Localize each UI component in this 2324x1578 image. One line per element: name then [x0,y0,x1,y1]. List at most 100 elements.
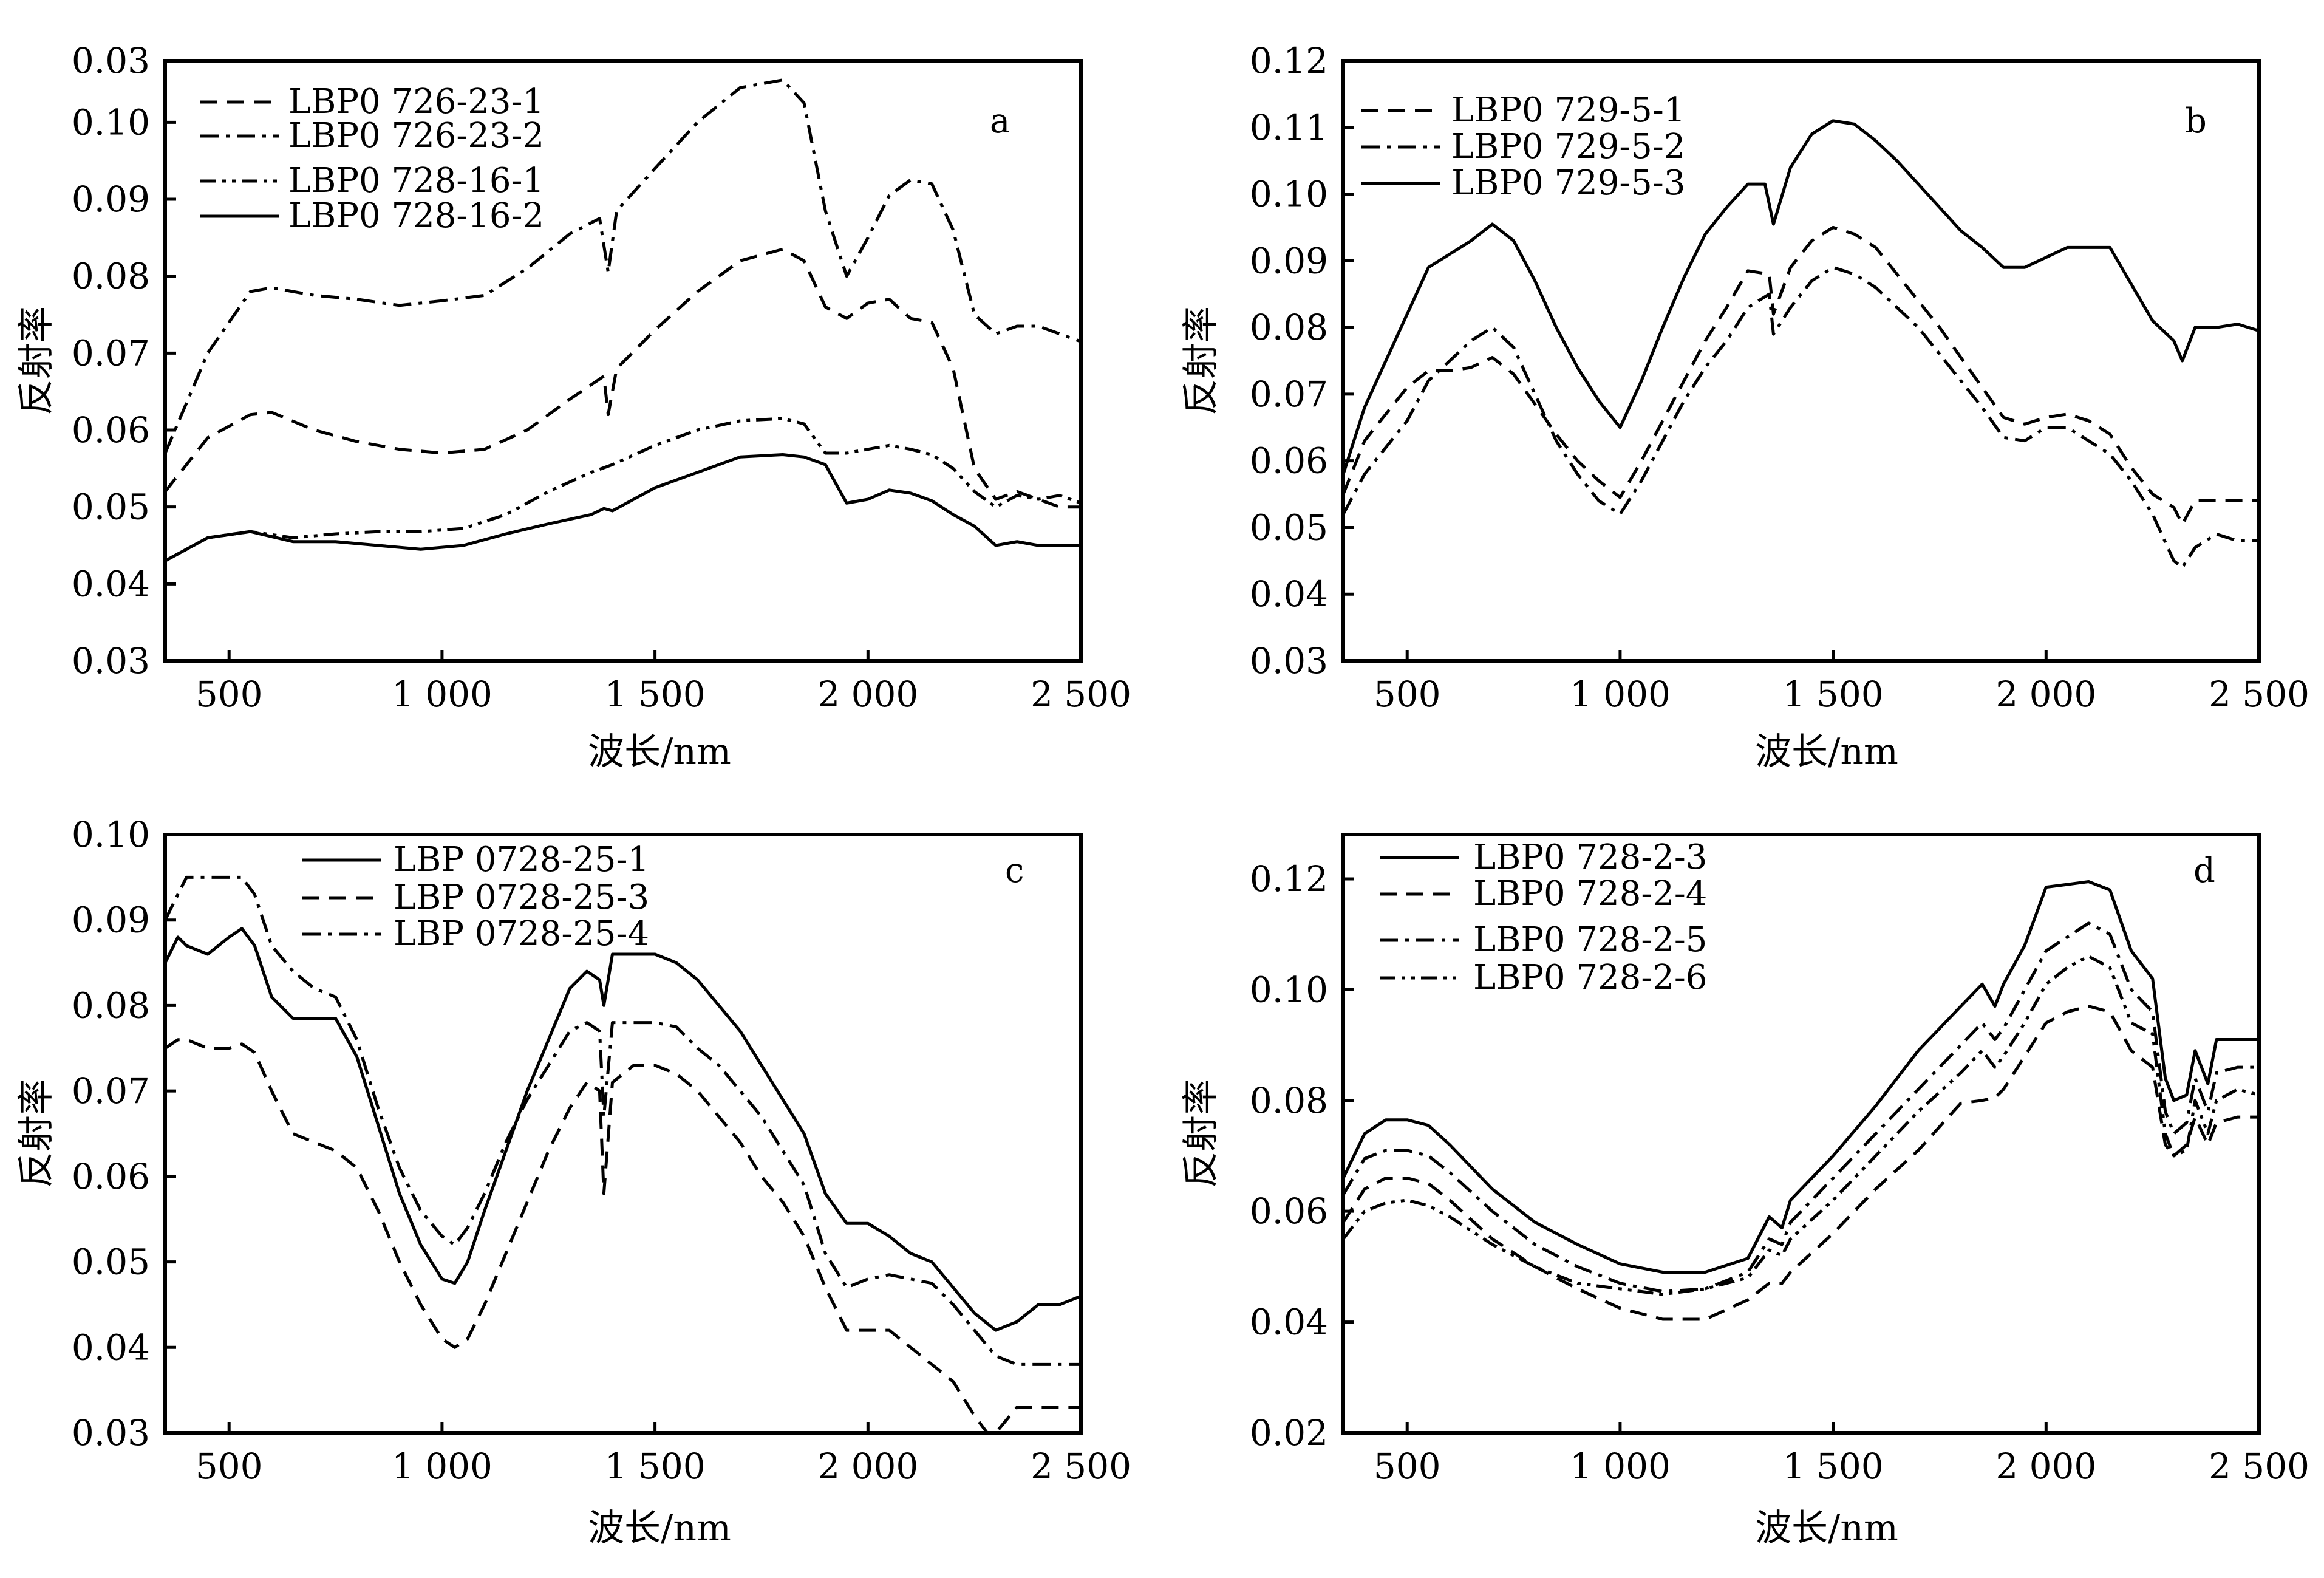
legend-label-2: LBP0 728-2-5 [1473,920,1707,960]
legend-label-2: LBP0 728-16-1 [288,161,544,200]
y-tick-label: 0.03 [1250,640,1328,681]
x-tick-label: 1 500 [605,674,706,715]
y-tick-label: 0.05 [72,1242,150,1283]
y-tick-label: 0.12 [1250,858,1328,900]
y-tick-label: 0.12 [1250,40,1328,81]
y-tick-label: 0.08 [72,985,150,1026]
legend-label-2: LBP 0728-25-4 [394,914,649,954]
y-tick-label: 0.04 [72,563,150,604]
series-line-3 [164,453,1081,562]
y-tick-label: 0.07 [72,1070,150,1112]
legend-label-2: LBP0 729-5-3 [1451,163,1685,203]
y-tick-label: 0.10 [72,814,150,855]
y-tick-label: 0.03 [72,640,150,681]
x-tick-label: 1 500 [1783,1446,1884,1487]
y-tick-label: 0.08 [72,256,150,297]
y-axis-title: 反射率 [15,306,58,415]
plot-frame [1341,833,2261,1435]
x-axis-title: 波长/nm [1755,1507,1898,1549]
legend-label-0: LBP 0728-25-1 [394,840,649,880]
y-tick-label: 0.04 [1250,1302,1328,1343]
y-tick-label: 0.10 [1250,174,1328,215]
series-line-0 [1341,880,2259,1274]
y-tick-label: 0.08 [1250,307,1328,348]
y-tick-label: 0.03 [72,1412,150,1453]
panel-letter: b [2185,101,2207,141]
x-tick-label: 2 000 [817,674,918,715]
legend-label-1: LBP 0728-25-3 [394,878,649,917]
plot-frame [1341,59,2261,663]
y-tick-label: 0.10 [1250,969,1328,1010]
y-tick-label: 0.07 [72,332,150,374]
series-line-1 [164,1038,1081,1435]
x-tick-label: 1 000 [1570,674,1671,715]
panel-letter: a [990,101,1010,141]
panel-a: 500 1 000 1 500 2 000 2 500 0.03 0.04 0.05 0.06 0… [15,40,1131,773]
y-tick-label: 0.09 [72,179,150,220]
panel-b: 500 1 000 1 500 2 000 2 500 0.03 0.04 0.05 0.06 0… [1180,40,2309,773]
y-tick-label: 0.06 [72,409,150,451]
panel-c: 500 1 000 1 500 2 000 2 500 0.03 0.04 0.05 0.06 0… [15,814,1131,1549]
x-tick-label: 2 000 [1995,1446,2096,1487]
legend-label-3: LBP0 728-2-6 [1473,958,1707,997]
x-tick-label: 2 000 [1995,674,2096,715]
legend: LBP 0728-25-1 LBP 0728-25-3 LBP 0728-25-… [302,840,649,954]
legend-label-1: LBP0 728-2-4 [1473,874,1707,914]
legend: LBP0 726-23-1 LBP0 726-23-2 LBP0 728-16-… [200,82,544,236]
legend-label-3: LBP0 728-16-2 [288,196,544,236]
y-tick-label: 0.06 [1250,440,1328,482]
y-tick-label: 0.07 [1250,374,1328,415]
series-line-0 [164,247,1081,509]
x-tick-label: 1 500 [1783,674,1884,715]
legend-label-0: LBP0 729-5-1 [1451,91,1685,130]
x-tick-label: 500 [1374,1446,1441,1487]
y-tick-label: 0.10 [72,101,150,143]
plot-frame [163,833,1083,1435]
panel-d: 500 1 000 1 500 2 000 2 500 0.02 0.04 0.06 0.08 0… [1180,833,2309,1549]
legend-label-1: LBP0 726-23-2 [288,116,544,155]
x-tick-label: 500 [196,1446,263,1487]
x-axis-title: 波长/nm [588,1507,731,1549]
y-tick-label: 0.05 [72,487,150,528]
y-tick-label: 0.05 [1250,507,1328,548]
x-tick-label: 1 000 [392,674,492,715]
series-line-2 [164,417,1082,562]
legend: LBP0 729-5-1 LBP0 729-5-2 LBP0 729-5-3 [1361,91,1685,203]
x-axis-title: 波长/nm [1755,731,1898,773]
series-line-0 [1341,225,2259,526]
x-tick-label: 2 500 [2209,1446,2309,1487]
x-axis-title: 波长/nm [588,731,731,773]
panel-letter: d [2193,851,2215,890]
y-axis-title: 反射率 [1180,306,1222,415]
x-tick-label: 500 [1374,674,1441,715]
panel-letter: c [1005,851,1024,890]
series-line-1 [1341,1005,2259,1321]
x-tick-label: 1 000 [392,1446,492,1487]
y-tick-label: 0.11 [1250,107,1328,148]
series-line-2 [1341,119,2260,475]
series-line-2 [163,875,1081,1366]
y-tick-label: 0.06 [72,1156,150,1197]
x-tick-label: 2 500 [1031,674,1131,715]
series-line-1 [1341,265,2259,569]
y-tick-label: 0.03 [72,40,150,81]
legend-label-0: LBP0 726-23-1 [288,82,544,121]
legend-label-0: LBP0 728-2-3 [1473,838,1707,877]
y-tick-label: 0.06 [1250,1190,1328,1232]
x-tick-label: 1 500 [605,1446,706,1487]
y-tick-label: 0.02 [1250,1412,1328,1453]
series-line-0 [163,927,1082,1332]
x-tick-label: 2 000 [817,1446,918,1487]
series-line-1 [163,78,1082,454]
y-axis-title: 反射率 [1180,1079,1222,1188]
x-tick-label: 2 500 [2209,674,2309,715]
y-axis-title: 反射率 [15,1079,58,1188]
y-tick-label: 0.04 [72,1327,150,1368]
x-tick-label: 1 000 [1570,1446,1671,1487]
y-tick-label: 0.09 [72,900,150,941]
y-tick-label: 0.04 [1250,573,1328,615]
plot-frame [163,59,1083,663]
y-tick-label: 0.09 [1250,240,1328,281]
series-line-3 [1342,955,2260,1296]
